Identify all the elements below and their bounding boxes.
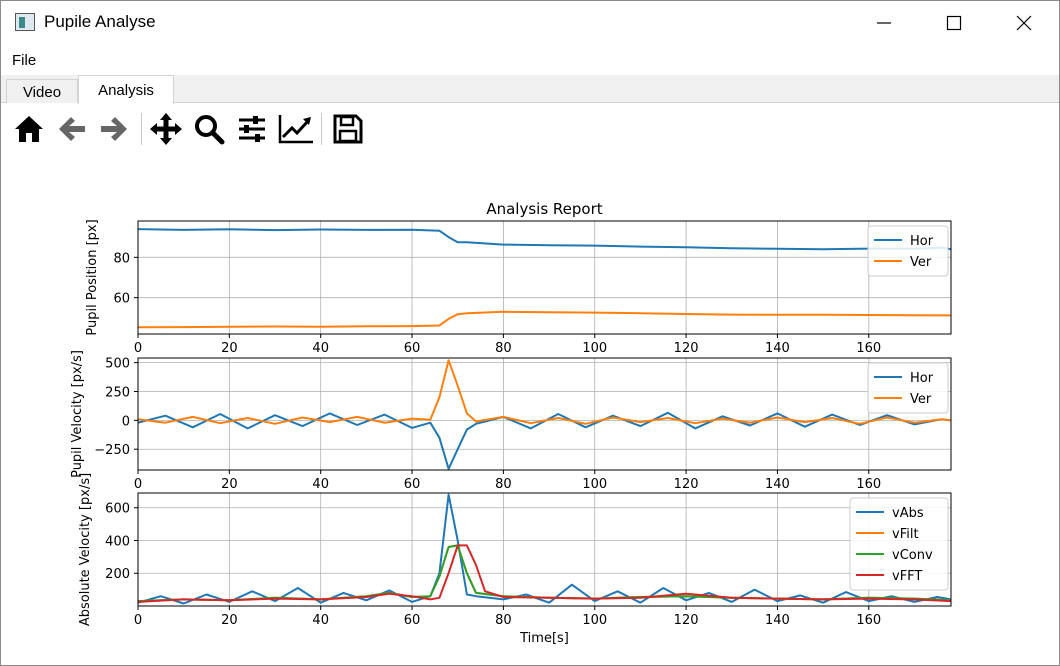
edit-axis-icon (278, 115, 313, 144)
edit-axis-button[interactable] (277, 111, 315, 147)
axes-frame (137, 357, 952, 471)
back-icon (59, 117, 85, 141)
tab-analysis[interactable]: Analysis (78, 75, 174, 104)
legend-label-vfft: vFFT (892, 569, 922, 584)
axes-frame (137, 220, 952, 335)
y-tick-label: 60 (113, 292, 130, 307)
x-tick-label: 120 (674, 613, 699, 628)
x-tick-label: 60 (404, 477, 421, 492)
forward-button[interactable] (95, 111, 133, 147)
forward-icon (101, 117, 127, 141)
y-tick-label: −250 (94, 443, 130, 458)
x-tick-label: 120 (674, 341, 699, 356)
y-tick-label: 0 (122, 414, 130, 429)
y-axis-label: Pupil Velocity [px/s] (70, 350, 85, 478)
x-tick-label: 40 (312, 477, 329, 492)
plot-toolbar (1, 105, 1059, 153)
x-tick-label: 40 (312, 613, 329, 628)
pan-icon (150, 113, 182, 145)
y-tick-label: 600 (105, 502, 130, 517)
legend-label-ver: Ver (910, 392, 932, 407)
legend-label-hor: Hor (910, 234, 934, 249)
close-button[interactable] (1001, 1, 1047, 45)
y-tick-label: 200 (105, 567, 130, 582)
save-button[interactable] (329, 111, 367, 147)
x-tick-label: 60 (404, 613, 421, 628)
home-button[interactable] (10, 111, 48, 147)
legend-label-hor: Hor (910, 371, 934, 386)
series-line-vabs (138, 493, 951, 605)
legend-box (867, 225, 949, 277)
x-tick-label: 140 (765, 477, 790, 492)
x-tick-label: 140 (765, 341, 790, 356)
minimize-icon (877, 22, 891, 24)
close-icon (1016, 15, 1032, 31)
x-tick-label: 0 (134, 477, 142, 492)
x-tick-label: 0 (134, 613, 142, 628)
configure-subplots-icon (239, 116, 265, 142)
window-title: Pupile Analyse (44, 12, 156, 31)
maximize-button[interactable] (931, 1, 977, 45)
x-tick-label: 0 (134, 341, 142, 356)
minimize-button[interactable] (861, 1, 907, 45)
subplot-2: 0 20 40 60 80 100 120 140 160 −250 0 250 500 Pupil Ve… (70, 350, 952, 492)
y-tick-label: 250 (105, 385, 130, 400)
menu-file[interactable]: File (12, 52, 37, 69)
app-window-icon (15, 13, 35, 31)
save-icon (333, 114, 363, 144)
legend-label-vabs: vAbs (892, 506, 924, 521)
toolbar-separator (141, 113, 142, 145)
pan-button[interactable] (147, 111, 185, 147)
subplot-1: 0 20 40 60 80 100 120 140 160 60 80 Pupil Position … (85, 200, 952, 356)
x-tick-label: 160 (856, 341, 881, 356)
x-tick-label: 100 (582, 613, 607, 628)
home-icon (15, 116, 43, 142)
x-tick-label: 40 (312, 341, 329, 356)
series-line-ver (138, 359, 951, 425)
x-tick-label: 80 (495, 341, 512, 356)
y-tick-label: 500 (105, 357, 130, 372)
x-tick-label: 80 (495, 613, 512, 628)
x-tick-label: 160 (856, 477, 881, 492)
y-tick-label: 400 (105, 534, 130, 549)
maximize-icon (946, 15, 962, 31)
x-tick-label: 120 (674, 477, 699, 492)
series-line-ver (138, 310, 951, 329)
chart-title: Analysis Report (486, 200, 602, 218)
x-tick-label: 100 (582, 477, 607, 492)
zoom-icon (195, 115, 225, 145)
x-tick-label: 60 (404, 341, 421, 356)
x-tick-label: 20 (221, 477, 238, 492)
tab-video[interactable]: Video (6, 79, 78, 103)
configure-subplots-button[interactable] (233, 111, 271, 147)
menu-bar: File (1, 47, 1059, 73)
x-tick-label: 140 (765, 613, 790, 628)
x-axis-label: Time[s] (519, 631, 569, 646)
y-axis-label: Pupil Position [px] (85, 219, 100, 335)
y-axis-label: Absolute Velocity [px/s] (78, 473, 93, 626)
tab-strip: Video Analysis (1, 75, 1059, 104)
legend-label-ver: Ver (910, 255, 932, 270)
axes-frame (137, 492, 952, 607)
zoom-button[interactable] (190, 111, 228, 147)
x-tick-label: 20 (221, 341, 238, 356)
series-line-vfft (138, 544, 951, 603)
toolbar-separator (321, 113, 322, 145)
x-tick-label: 100 (582, 341, 607, 356)
legend-box (849, 497, 949, 591)
x-tick-label: 80 (495, 477, 512, 492)
title-bar: Pupile Analyse (1, 1, 1059, 45)
legend-label-vconv: vConv (892, 548, 933, 563)
legend-label-vfilt: vFilt (892, 527, 919, 542)
back-button[interactable] (53, 111, 91, 147)
legend-box (867, 362, 949, 414)
y-tick-label: 80 (113, 251, 130, 266)
x-tick-label: 20 (221, 613, 238, 628)
series-line-hor (138, 228, 951, 251)
x-tick-label: 160 (856, 613, 881, 628)
